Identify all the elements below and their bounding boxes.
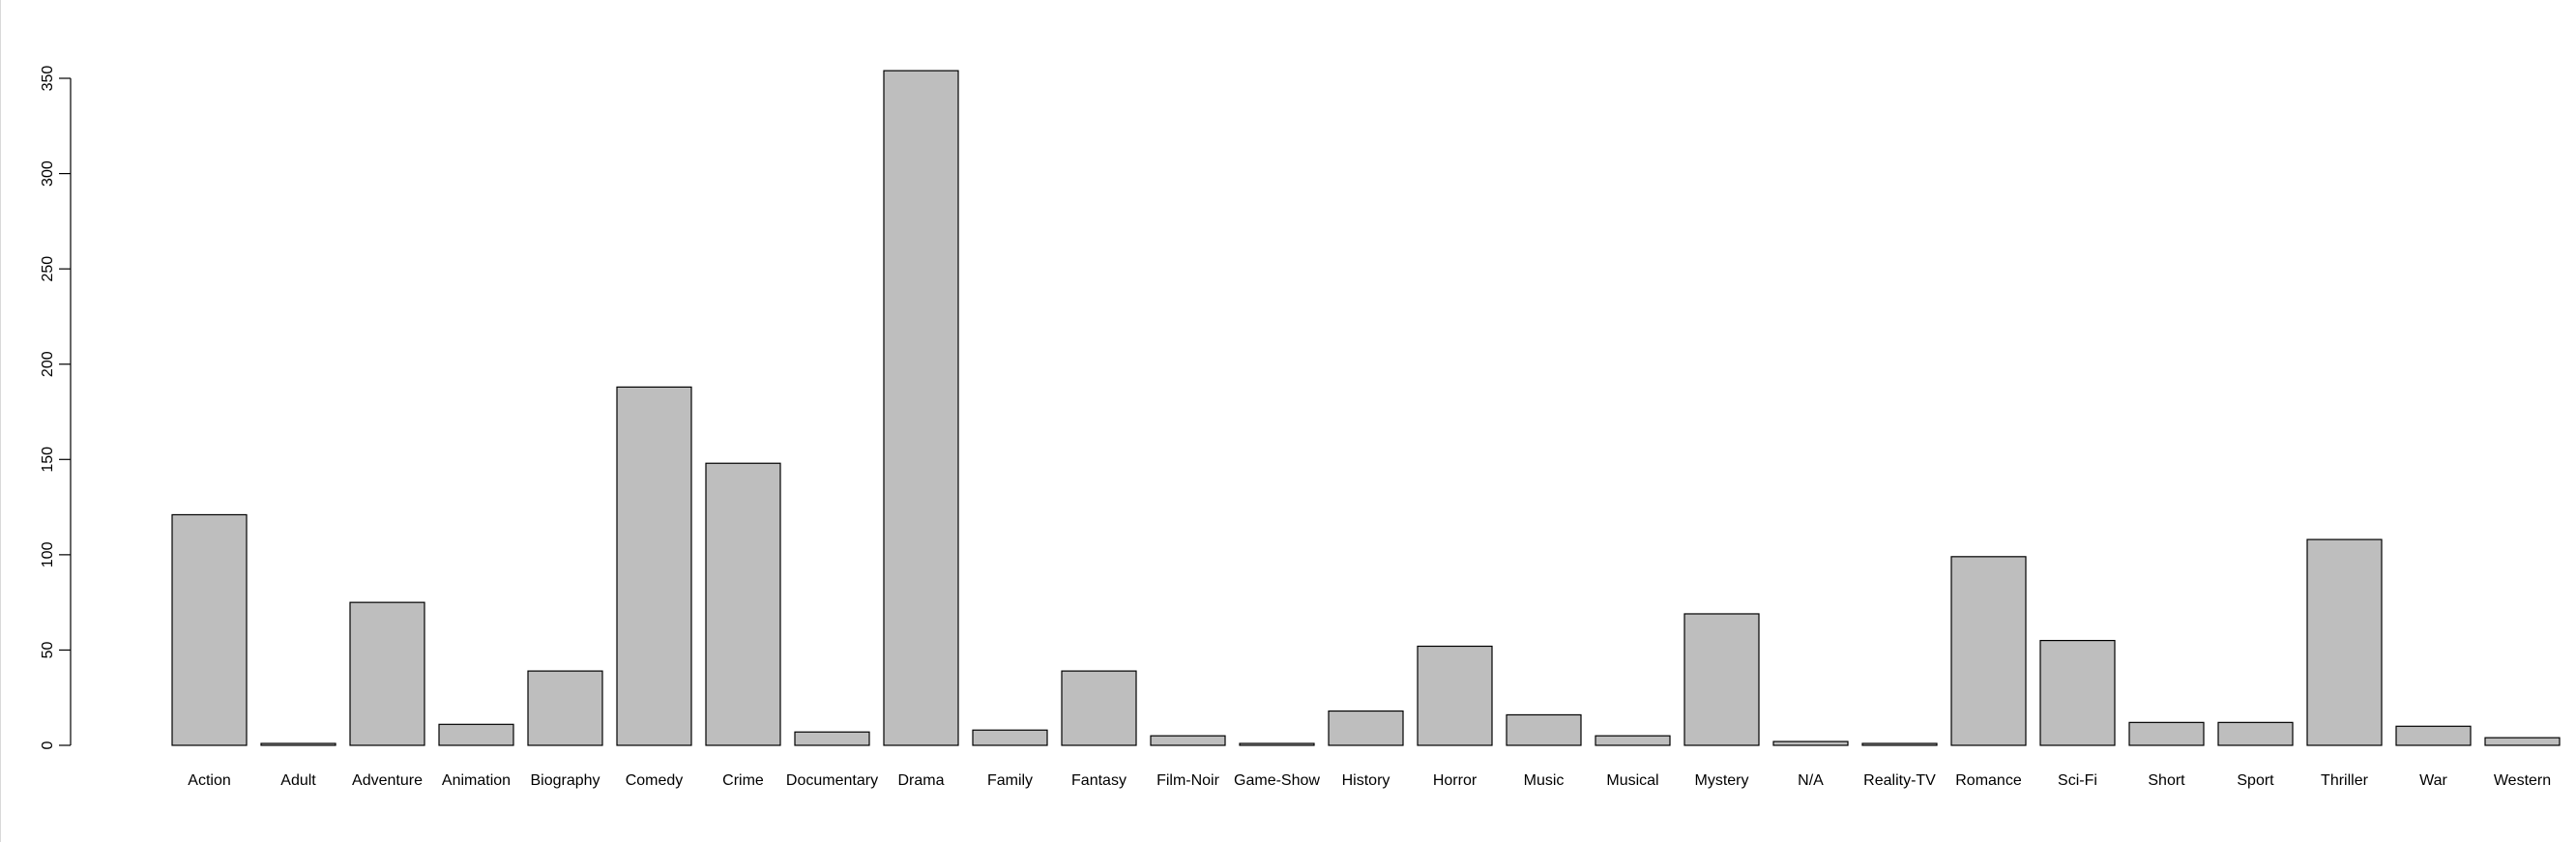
- bar-war: [2395, 725, 2472, 746]
- bar-musical: [1595, 735, 1671, 746]
- bar-film-noir: [1150, 735, 1226, 746]
- x-category-label: Fantasy: [1071, 772, 1127, 789]
- x-category-label: Documentary: [786, 772, 878, 789]
- y-tick-label: 0: [40, 740, 56, 749]
- x-category-label: Film-Noir: [1156, 772, 1220, 789]
- x-category-label: Adult: [280, 772, 316, 789]
- bar-game-show: [1239, 742, 1315, 746]
- bar-adventure: [349, 601, 425, 746]
- x-category-label: Thriller: [2321, 772, 2369, 789]
- x-category-label: Short: [2148, 772, 2185, 789]
- bar-biography: [527, 670, 603, 746]
- x-category-label: Action: [188, 772, 230, 789]
- bar-drama: [883, 70, 959, 746]
- y-axis: 0 50 100 150 200 250 300 350: [40, 66, 72, 749]
- bar-crime: [705, 462, 781, 746]
- y-tick-label: 350: [40, 66, 56, 92]
- x-category-label: Drama: [897, 772, 944, 789]
- y-tick-label: 100: [40, 541, 56, 567]
- x-category-label: Sci-Fi: [2058, 772, 2097, 789]
- y-tick-label: 300: [40, 160, 56, 187]
- bar-short: [2128, 721, 2205, 746]
- bar-mystery: [1683, 613, 1760, 746]
- bar-reality-tv: [1861, 742, 1938, 746]
- bar-family: [972, 729, 1048, 746]
- bar-western: [2484, 737, 2561, 746]
- bar-animation: [438, 723, 514, 746]
- y-tick-label: 250: [40, 256, 56, 282]
- bar-horror: [1417, 645, 1493, 746]
- x-category-label: Mystery: [1695, 772, 1749, 789]
- y-tick-label: 50: [40, 641, 56, 658]
- x-category-label: Game-Show: [1234, 772, 1320, 789]
- x-category-label: Animation: [442, 772, 511, 789]
- y-tick-label: 150: [40, 447, 56, 473]
- x-axis-labels: Action Adult Adventure Animation Biography Co…: [188, 772, 2551, 789]
- bars: [171, 70, 2561, 746]
- frame-edge: [0, 0, 1, 842]
- x-category-label: Reality-TV: [1863, 772, 1936, 789]
- bar-sport: [2217, 721, 2294, 746]
- x-category-label: Music: [1524, 772, 1565, 789]
- x-category-label: Sport: [2237, 772, 2274, 789]
- bar-sci-fi: [2039, 639, 2116, 746]
- bar-comedy: [616, 386, 692, 746]
- bar-history: [1328, 710, 1404, 746]
- x-category-label: Crime: [722, 772, 764, 789]
- x-category-label: History: [1342, 772, 1390, 789]
- y-tick-label: 200: [40, 351, 56, 377]
- x-category-label: Comedy: [626, 772, 684, 789]
- x-category-label: Romance: [1955, 772, 2022, 789]
- bar-music: [1506, 713, 1582, 746]
- bar-thriller: [2306, 538, 2383, 746]
- x-category-label: N/A: [1798, 772, 1824, 789]
- bar-n-a: [1772, 740, 1849, 746]
- x-category-label: Adventure: [352, 772, 423, 789]
- bar-action: [171, 513, 248, 746]
- bar-fantasy: [1061, 670, 1137, 746]
- x-category-label: Horror: [1433, 772, 1478, 789]
- x-category-label: Western: [2494, 772, 2551, 789]
- x-category-label: War: [2419, 772, 2447, 789]
- x-category-label: Musical: [1606, 772, 1658, 789]
- x-category-label: Family: [987, 772, 1033, 789]
- bar-documentary: [794, 731, 870, 746]
- bar-adult: [260, 742, 337, 746]
- bar-romance: [1950, 556, 2027, 746]
- x-category-label: Biography: [530, 772, 600, 789]
